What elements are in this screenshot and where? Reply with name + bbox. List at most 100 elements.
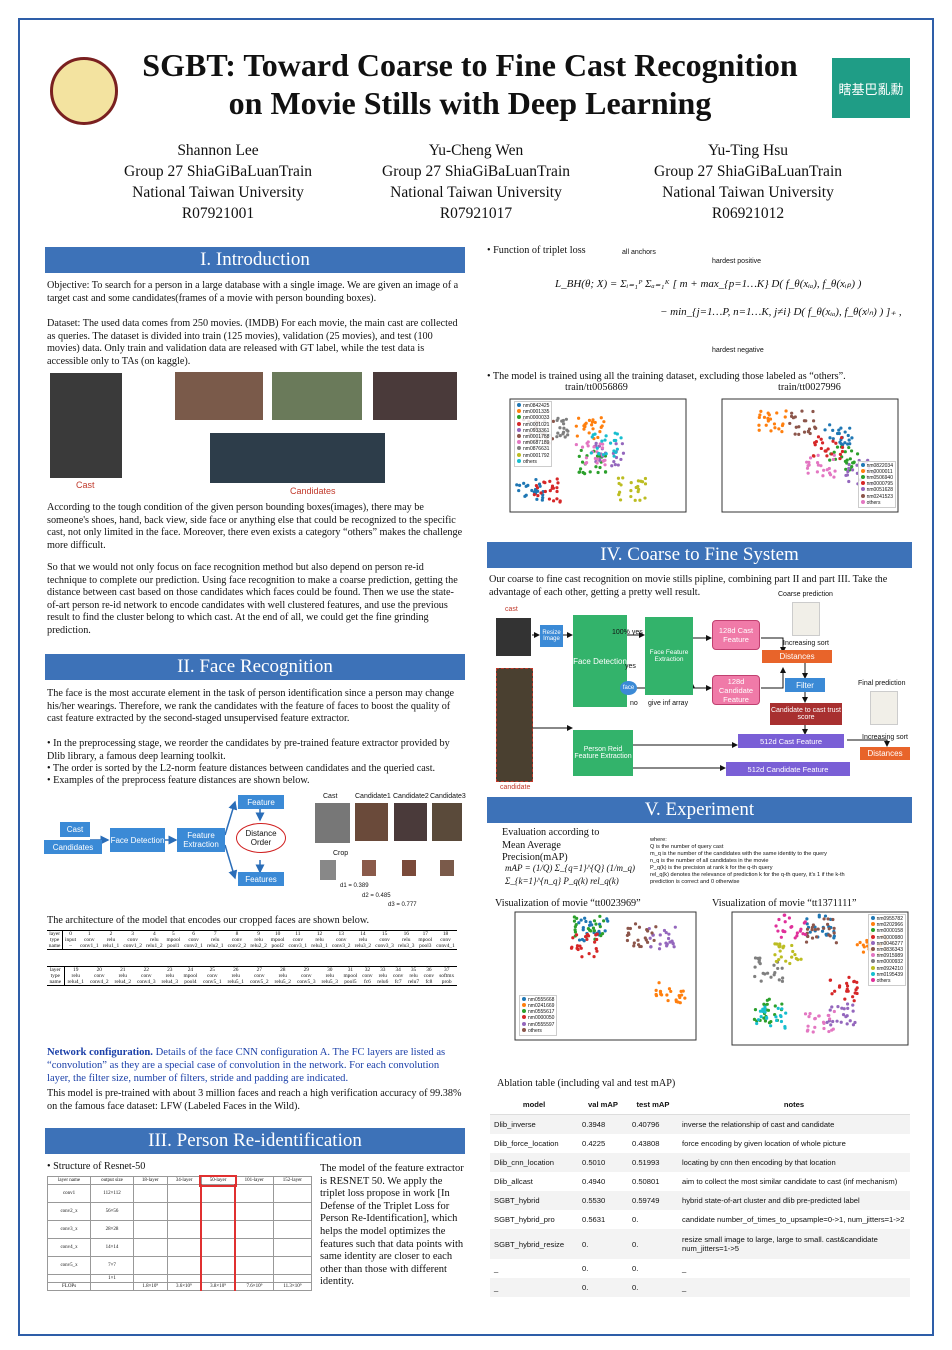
table-cell: conv5_x bbox=[46, 1256, 92, 1275]
point bbox=[633, 922, 638, 926]
point bbox=[782, 944, 786, 948]
point bbox=[844, 473, 848, 478]
bullet: • Examples of the preprocess feature dis… bbox=[47, 775, 310, 786]
table-cell: 1×1 bbox=[90, 1274, 134, 1283]
point bbox=[756, 956, 760, 960]
legend-entry: nm0842425 bbox=[517, 403, 549, 409]
table-cell: 13 bbox=[338, 931, 344, 937]
table-row: layer name output size 18-layer 34-layer 50-… bbox=[46, 1174, 313, 1187]
node: Candidate to cast trust score bbox=[770, 703, 842, 725]
point bbox=[765, 971, 770, 975]
table-cell: conv5_3 bbox=[296, 979, 316, 985]
point bbox=[621, 451, 626, 455]
point bbox=[618, 498, 623, 502]
point bbox=[828, 978, 832, 982]
table-row: Dlib_allcast 0.4940 0.50801 aim to collect … bbox=[490, 1172, 910, 1191]
system-label: 100% yes bbox=[612, 629, 643, 636]
element: nm0955782 nm0202966 nm0000158 nm0000980 nm00… bbox=[722, 910, 912, 1055]
point bbox=[590, 435, 594, 439]
table-cell: input bbox=[65, 937, 77, 943]
point bbox=[761, 1007, 765, 1011]
point bbox=[845, 981, 849, 985]
point bbox=[811, 923, 815, 927]
point bbox=[797, 432, 801, 437]
table-cell: 3.6×10⁹ bbox=[166, 1282, 202, 1291]
legend-swatch bbox=[522, 1015, 526, 1020]
point bbox=[799, 927, 803, 931]
point bbox=[551, 499, 556, 503]
table-cell: conv bbox=[141, 973, 152, 979]
table-cell bbox=[234, 1256, 274, 1275]
point bbox=[823, 914, 828, 918]
point bbox=[556, 481, 560, 485]
legend-swatch bbox=[517, 452, 521, 457]
title-line: on Movie Stills with Deep Learning bbox=[228, 85, 712, 121]
bullet: • Structure of Resnet-50 bbox=[47, 1161, 146, 1172]
table-cell bbox=[200, 1274, 237, 1283]
point bbox=[781, 976, 785, 980]
table-cell: conv4_3 bbox=[137, 979, 156, 985]
point bbox=[614, 455, 619, 460]
table-cell: relu bbox=[231, 973, 240, 979]
ablation-table: model val mAP test mAP notes Dlib_inverse 0.3… bbox=[490, 1095, 910, 1297]
table-cell: relu5_2 bbox=[274, 979, 291, 985]
point bbox=[598, 442, 602, 446]
point bbox=[790, 925, 794, 929]
point bbox=[819, 437, 823, 441]
node: Face Detection bbox=[110, 828, 165, 852]
table-cell: 0. bbox=[582, 1239, 589, 1249]
legend-swatch bbox=[860, 499, 865, 504]
candidate-photo bbox=[272, 372, 362, 420]
table-header: test mAP bbox=[628, 1095, 678, 1115]
table-cell bbox=[166, 1202, 202, 1221]
point bbox=[861, 950, 866, 954]
point bbox=[671, 941, 675, 945]
point bbox=[547, 497, 552, 501]
table-row: Dlib_cnn_location 0.5010 0.51993 locating b… bbox=[490, 1153, 910, 1172]
point bbox=[593, 456, 597, 461]
table-cell: 25 bbox=[209, 967, 215, 973]
point bbox=[577, 938, 582, 942]
point bbox=[595, 949, 599, 953]
point bbox=[783, 920, 787, 924]
bullet: • Function of triplet loss bbox=[487, 245, 586, 256]
point bbox=[593, 432, 597, 436]
table-header: model bbox=[490, 1095, 578, 1115]
scatter-plot bbox=[731, 911, 909, 1046]
paragraph: This model is pre-trained with about 3 m… bbox=[47, 1088, 462, 1112]
point bbox=[579, 448, 583, 453]
point bbox=[669, 989, 673, 994]
table-cell: conv1 bbox=[46, 1184, 92, 1203]
candidate-photo bbox=[210, 433, 385, 483]
paragraph: Our coarse to fine cast recognition on m… bbox=[489, 574, 888, 598]
point bbox=[852, 979, 856, 983]
table-cell: relu4_3 bbox=[161, 979, 179, 985]
table-cell bbox=[200, 1220, 237, 1239]
point bbox=[566, 433, 570, 437]
point bbox=[600, 424, 604, 428]
legend-swatch bbox=[870, 965, 875, 970]
point bbox=[843, 997, 847, 1001]
point bbox=[815, 470, 819, 474]
point bbox=[845, 987, 849, 991]
table-cell: 6 bbox=[192, 931, 195, 937]
point bbox=[847, 445, 851, 450]
point bbox=[619, 457, 623, 462]
section-heading: IV. Coarse to Fine System bbox=[487, 542, 912, 568]
legend-label: nm0955782 bbox=[876, 916, 903, 922]
point bbox=[636, 938, 640, 942]
node: Distances bbox=[860, 747, 910, 760]
point bbox=[847, 466, 851, 471]
node: Cast bbox=[60, 822, 90, 837]
point bbox=[626, 926, 630, 930]
point bbox=[551, 419, 555, 423]
point bbox=[862, 945, 866, 949]
point bbox=[664, 941, 668, 945]
table-cell: 11.3×10⁹ bbox=[272, 1282, 313, 1291]
point bbox=[808, 431, 812, 436]
legend-entry: nm0933361 bbox=[517, 427, 549, 434]
element bbox=[761, 667, 786, 689]
element bbox=[224, 844, 238, 880]
point bbox=[819, 446, 823, 451]
element: model val mAP test mAP notes Dlib_inverse 0.3… bbox=[490, 1095, 910, 1297]
